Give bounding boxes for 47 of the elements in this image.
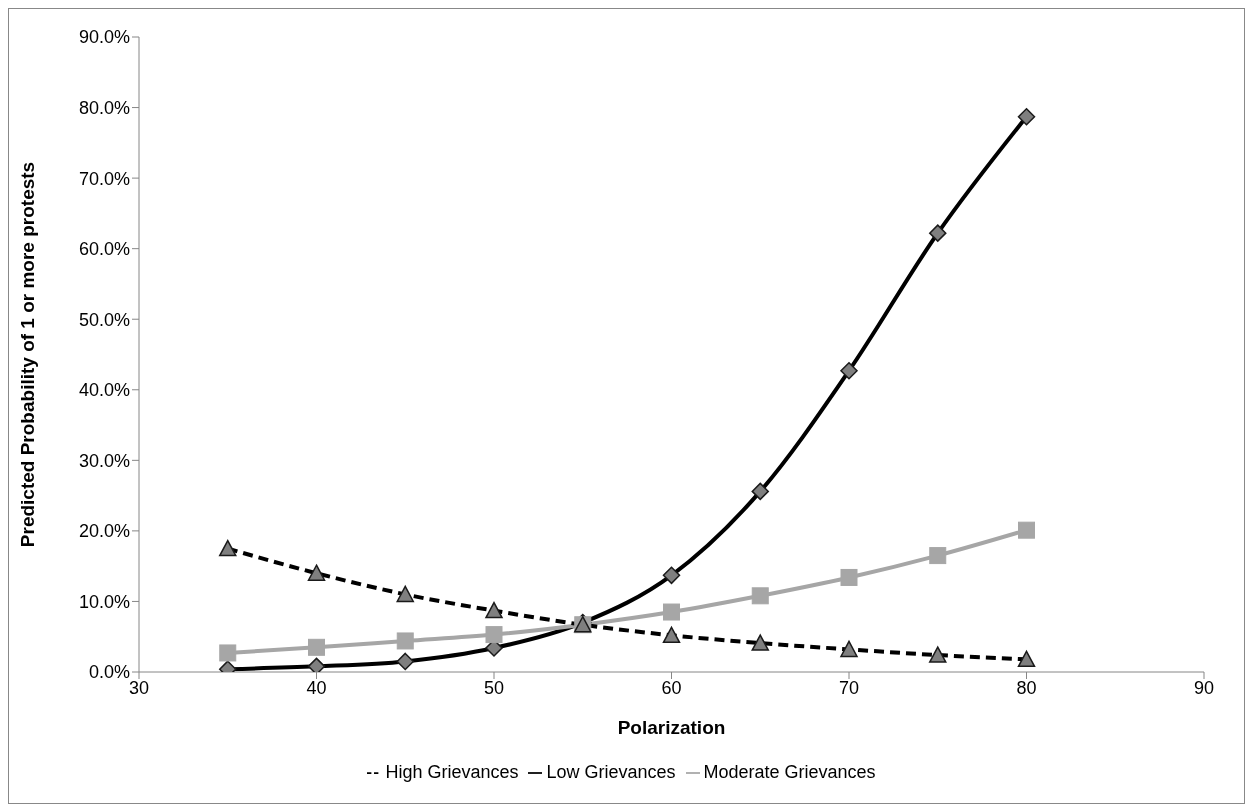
x-tick-label: 70 <box>838 677 860 698</box>
y-tick-label: 10.0% <box>78 591 130 612</box>
x-tick-label: 60 <box>661 677 682 698</box>
point <box>929 224 947 242</box>
legend-label: Low Grievances <box>546 762 676 782</box>
point <box>308 638 325 656</box>
point <box>1017 650 1036 668</box>
point <box>219 539 237 557</box>
point <box>307 564 326 581</box>
point <box>929 547 947 565</box>
point <box>396 652 414 671</box>
point <box>751 634 769 651</box>
x-axis-title: Polarization <box>617 717 726 738</box>
point <box>662 566 681 585</box>
x-tick-label: 30 <box>128 677 150 698</box>
point <box>662 626 681 644</box>
point <box>929 646 947 663</box>
point <box>219 644 237 662</box>
point <box>751 482 769 501</box>
y-tick-label: 50.0% <box>78 309 130 330</box>
point <box>840 640 858 658</box>
y-tick-label: 40.0% <box>78 380 130 401</box>
y-tick-label: 90.0% <box>78 27 130 48</box>
x-tick-label: 50 <box>483 677 505 698</box>
point <box>840 361 858 380</box>
point <box>1017 107 1036 126</box>
y-tick-label: 20.0% <box>78 521 130 542</box>
point <box>751 587 769 605</box>
point <box>485 601 503 619</box>
y-tick-label: 80.0% <box>78 97 130 118</box>
point <box>307 657 326 672</box>
point <box>396 585 414 603</box>
point <box>485 626 503 644</box>
x-tick-label: 80 <box>1016 677 1037 698</box>
legend-label: Moderate Grievances <box>703 762 876 782</box>
y-tick-label: 0.0% <box>88 662 130 683</box>
y-tick-label: 70.0% <box>78 168 130 189</box>
x-tick-label: 40 <box>306 677 327 698</box>
y-axis-title: Predicted Probability of 1 or more protests <box>16 161 38 548</box>
y-tick-label: 60.0% <box>78 239 130 260</box>
point <box>1018 521 1035 539</box>
point <box>840 568 858 586</box>
legend-label: High Grievances <box>385 762 519 782</box>
y-tick-label: 30.0% <box>78 450 130 471</box>
point <box>663 603 680 621</box>
point <box>396 632 414 650</box>
x-tick-label: 90 <box>1193 677 1215 698</box>
